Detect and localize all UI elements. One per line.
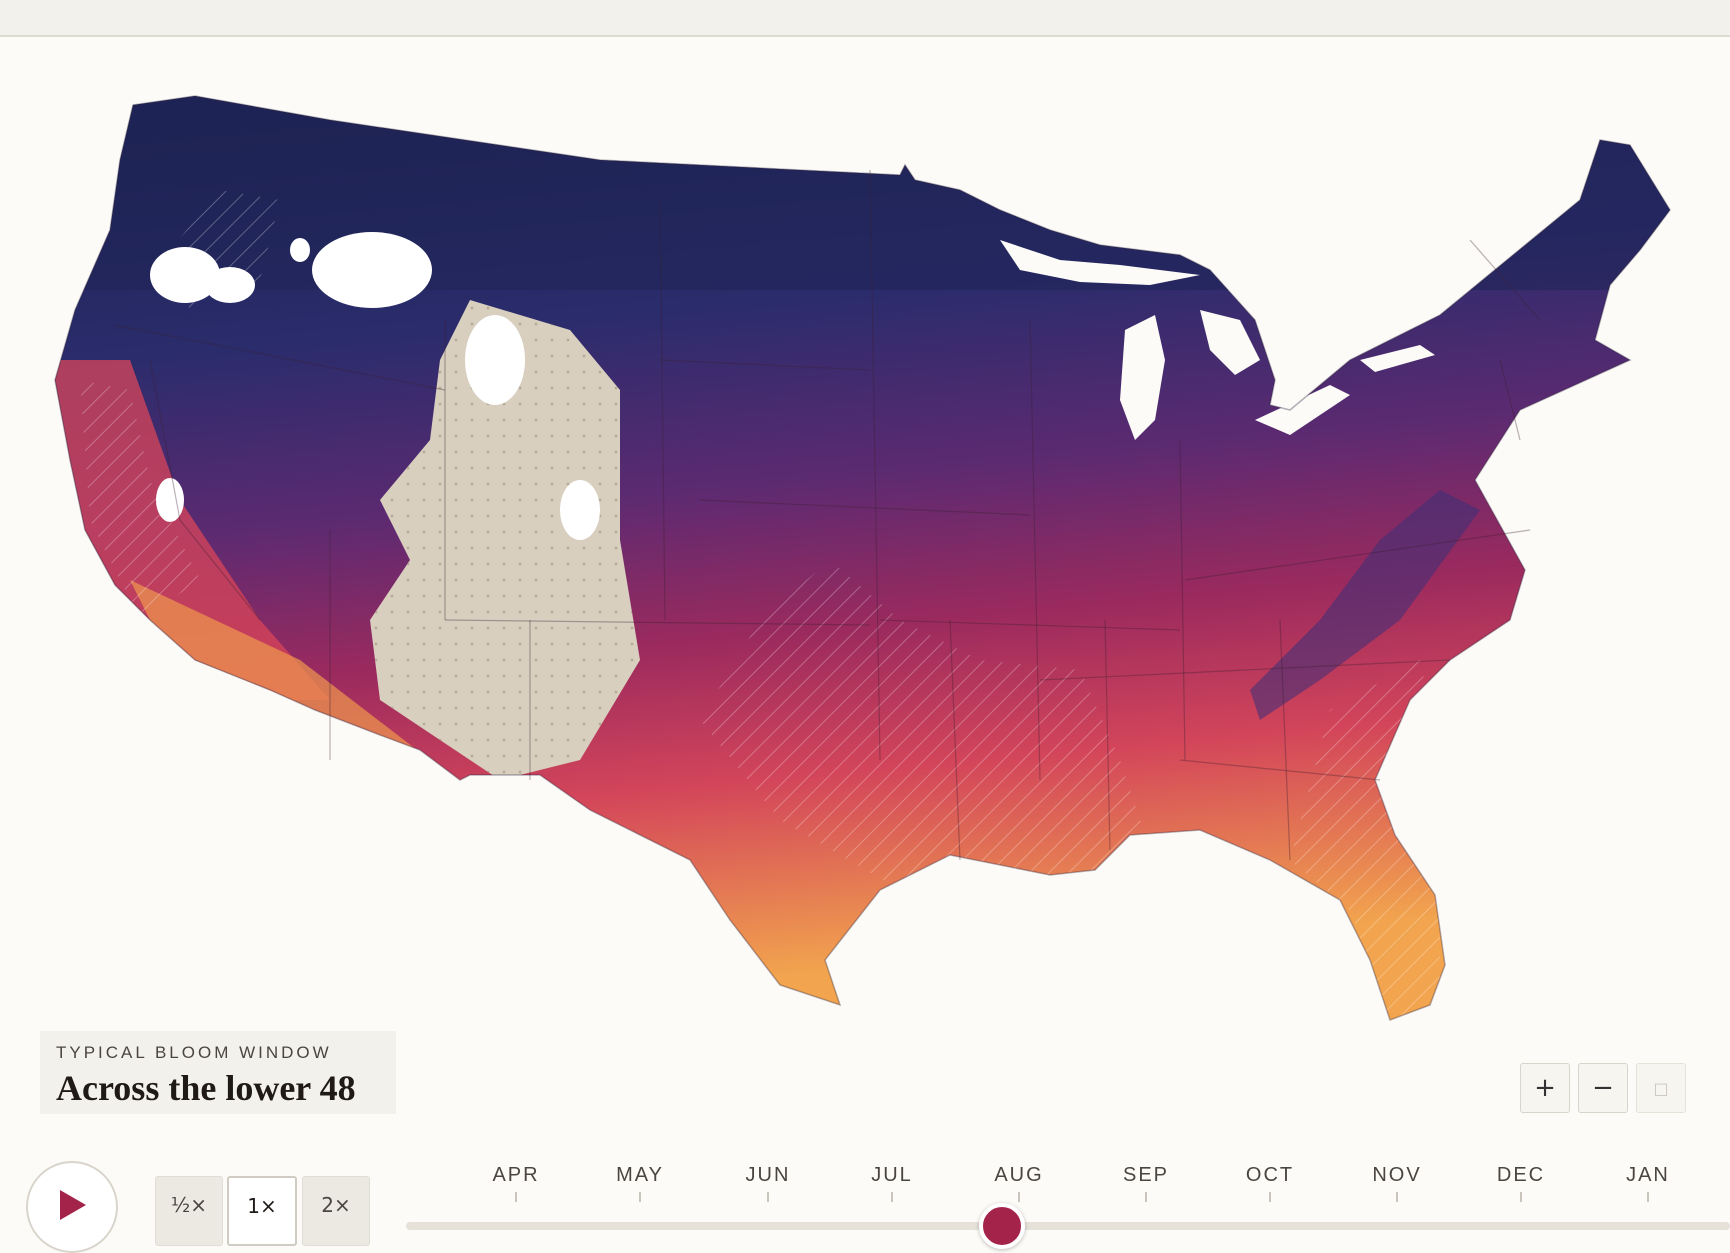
- hatched-zone-california: [80, 380, 200, 620]
- snow-patch: [205, 267, 255, 303]
- snow-patch: [150, 247, 220, 303]
- great-lakes: [1000, 240, 1435, 440]
- hatched-zone-southern-plains: [700, 560, 1160, 890]
- map-canvas[interactable]: [0, 60, 1730, 1140]
- timeline-track[interactable]: [406, 1222, 1730, 1230]
- snow-patch: [465, 315, 525, 405]
- month-label-dec: DEC: [1496, 1164, 1546, 1186]
- zoom-out-button[interactable]: −: [1578, 1063, 1628, 1113]
- top-bar: [0, 0, 1730, 37]
- month-label-oct: OCT: [1245, 1164, 1295, 1186]
- timeline-thumb[interactable]: [978, 1203, 1025, 1249]
- month-label-sep: SEP: [1122, 1164, 1170, 1186]
- legend-title: Across the lower 48: [56, 1068, 356, 1108]
- zoom-in-button[interactable]: +: [1520, 1063, 1570, 1113]
- southwest-desert-region: [130, 580, 430, 760]
- month-label-may: MAY: [616, 1164, 664, 1186]
- month-tick: [1269, 1192, 1271, 1202]
- month-label-jan: JAN: [1626, 1164, 1670, 1186]
- month-tick: [639, 1192, 641, 1202]
- month-label-jul: JUL: [871, 1164, 913, 1186]
- state-borders: [114, 169, 1541, 861]
- play-button[interactable]: [26, 1161, 118, 1253]
- month-label-apr: APR: [492, 1164, 540, 1186]
- month-label-nov: NOV: [1372, 1164, 1422, 1186]
- us-bloom-map[interactable]: [0, 60, 1730, 1140]
- speed-half-button[interactable]: ½×: [155, 1176, 223, 1246]
- legend-eyebrow: TYPICAL BLOOM WINDOW: [56, 1043, 332, 1062]
- month-tick: [1145, 1192, 1147, 1202]
- month-label-jun: JUN: [745, 1164, 791, 1186]
- month-tick: [1396, 1192, 1398, 1202]
- snow-patch: [290, 238, 310, 262]
- speed-1x-button[interactable]: 1×: [227, 1176, 297, 1246]
- play-icon: [60, 1190, 86, 1220]
- month-tick: [1520, 1192, 1522, 1202]
- appalachian-ridge: [1250, 490, 1480, 720]
- snow-patch: [560, 480, 600, 540]
- off-season-dots: [370, 300, 640, 780]
- speed-2x-button[interactable]: 2×: [302, 1176, 370, 1246]
- month-tick: [1647, 1192, 1649, 1202]
- reset-view-button[interactable]: □: [1636, 1063, 1686, 1113]
- month-tick: [891, 1192, 893, 1202]
- snow-patch: [312, 232, 432, 308]
- month-tick: [1018, 1192, 1020, 1202]
- month-tick: [767, 1192, 769, 1202]
- snow-patch: [156, 478, 184, 522]
- month-tick: [515, 1192, 517, 1202]
- month-label-aug: AUG: [994, 1164, 1044, 1186]
- legend-card: TYPICAL BLOOM WINDOW Across the lower 48: [40, 1031, 396, 1114]
